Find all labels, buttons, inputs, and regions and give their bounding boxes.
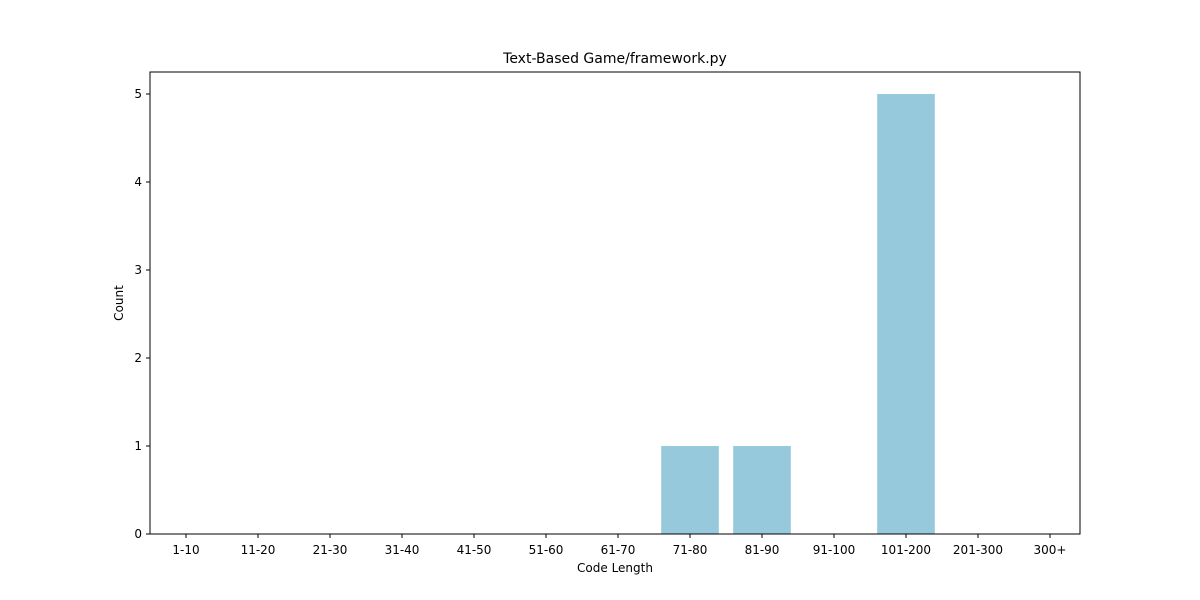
x-axis-ticks: 1-10 11-20 21-30 31-40 41-50 51-60 61-70 71-80 8…	[172, 534, 1066, 557]
y-tick-label: 3	[134, 263, 142, 277]
y-axis-ticks: 0 1 2 3 4 5	[134, 87, 150, 541]
bar-101-200	[877, 94, 935, 534]
x-axis-label: Code Length	[577, 561, 653, 575]
x-tick-label: 71-80	[673, 543, 708, 557]
y-tick-label: 2	[134, 351, 142, 365]
y-axis-label: Count	[112, 285, 126, 321]
y-tick-label: 1	[134, 439, 142, 453]
x-tick-label: 21-30	[313, 543, 348, 557]
x-tick-label: 31-40	[385, 543, 420, 557]
bars-group	[661, 94, 935, 534]
x-tick-label: 11-20	[241, 543, 276, 557]
y-tick-label: 0	[134, 527, 142, 541]
bar-71-80	[661, 446, 719, 534]
y-tick-label: 5	[134, 87, 142, 101]
x-tick-label: 81-90	[745, 543, 780, 557]
x-tick-label: 41-50	[457, 543, 492, 557]
x-tick-label: 1-10	[172, 543, 199, 557]
x-tick-label: 101-200	[881, 543, 931, 557]
x-tick-label: 51-60	[529, 543, 564, 557]
x-tick-label: 300+	[1034, 543, 1067, 557]
y-tick-label: 4	[134, 175, 142, 189]
x-tick-label: 91-100	[813, 543, 856, 557]
chart-title: Text-Based Game/framework.py	[502, 51, 727, 67]
x-tick-label: 201-300	[953, 543, 1003, 557]
x-tick-label: 61-70	[601, 543, 636, 557]
plot-frame	[149, 71, 1081, 535]
bar-81-90	[733, 446, 791, 534]
